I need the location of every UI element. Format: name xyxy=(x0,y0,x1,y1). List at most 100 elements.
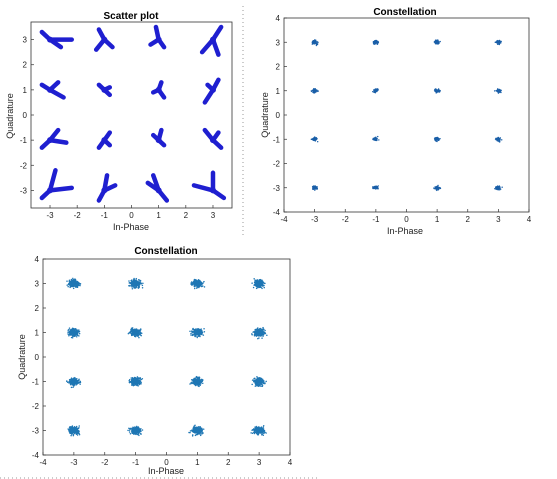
x-tick-label: 3 xyxy=(496,215,501,224)
x-axis-label: In-Phase xyxy=(148,466,184,476)
scatter-point xyxy=(101,36,108,43)
scatter-point xyxy=(196,431,199,434)
scatter-point xyxy=(262,432,264,434)
scatter-point xyxy=(265,432,267,434)
scatter-point xyxy=(312,91,314,93)
scatter-point xyxy=(66,380,68,382)
scatter-point xyxy=(202,334,205,336)
scatter-point xyxy=(256,283,258,285)
scatter-point xyxy=(130,377,132,379)
scatter-point xyxy=(253,431,256,433)
scatter-point xyxy=(130,380,133,383)
scatter-point xyxy=(258,426,260,428)
y-tick-label: 3 xyxy=(23,36,28,45)
scatter-point xyxy=(193,280,196,282)
scatter-point xyxy=(256,279,258,281)
scatter-point xyxy=(127,332,130,335)
scatter-point xyxy=(139,281,141,283)
scatter-point xyxy=(74,330,77,332)
scatter-point xyxy=(438,186,440,189)
scatter-point xyxy=(493,90,496,92)
scatter-point xyxy=(140,283,143,285)
constellation-cluster xyxy=(251,278,266,290)
scatter-point xyxy=(141,429,144,431)
scatter-point xyxy=(315,90,317,92)
scatter-point xyxy=(256,384,259,386)
scatter-point xyxy=(73,285,75,288)
scatter-point xyxy=(439,138,441,140)
scatter-point xyxy=(202,428,205,430)
scatter-point xyxy=(140,428,142,430)
constellation-cluster xyxy=(433,39,441,45)
scatter-point xyxy=(254,381,257,383)
scatter-point xyxy=(75,284,77,286)
constellation-cluster xyxy=(250,425,267,437)
scatter-point xyxy=(75,425,78,428)
scatter-point xyxy=(260,379,263,382)
scatter-point xyxy=(376,43,379,45)
scatter-point xyxy=(253,278,255,280)
scatter-point xyxy=(200,328,203,330)
scatter-point xyxy=(310,90,312,92)
scatter-point xyxy=(136,331,138,334)
scatter-point xyxy=(194,377,197,379)
constellation-cluster xyxy=(189,327,206,339)
scatter-point xyxy=(263,284,265,287)
scatter-point xyxy=(250,432,252,434)
scatter-point xyxy=(68,378,71,381)
y-tick-label: 4 xyxy=(276,14,281,23)
scatter-point xyxy=(209,36,216,43)
constellation-cluster xyxy=(96,130,113,150)
scatter-point xyxy=(314,138,316,140)
scatter-point xyxy=(134,281,136,283)
constellation-cluster xyxy=(39,168,74,201)
scatter-point xyxy=(436,41,438,43)
scatter-point xyxy=(76,286,79,289)
scatter-point xyxy=(375,40,378,42)
y-tick-label: -4 xyxy=(32,451,40,460)
scatter-point xyxy=(70,434,72,437)
scatter-point xyxy=(191,429,194,432)
scatter-point xyxy=(140,334,142,337)
scatter-point xyxy=(255,287,258,290)
scatter-point xyxy=(75,328,77,331)
scatter-point xyxy=(135,277,138,280)
scatter-point xyxy=(69,383,72,386)
scatter-point xyxy=(257,332,260,334)
scatter-point xyxy=(71,336,74,339)
scatter-point xyxy=(75,431,77,433)
scatter-point xyxy=(73,283,75,286)
y-tick-label: 4 xyxy=(35,255,40,264)
scatter-point xyxy=(257,330,259,332)
constellation-cluster xyxy=(251,326,268,340)
scatter-point xyxy=(69,286,71,289)
scatter-point xyxy=(136,384,138,387)
scatter-point xyxy=(315,41,318,43)
scatter-point xyxy=(76,285,79,287)
scatter-point xyxy=(138,286,140,289)
scatter-point xyxy=(78,425,80,427)
scatter-point xyxy=(72,430,74,433)
scatter-point xyxy=(47,137,54,144)
scatter-point xyxy=(256,376,258,378)
constellation-cluster xyxy=(96,82,113,98)
scatter-point xyxy=(193,285,196,288)
constellation-cluster xyxy=(433,136,441,143)
y-tick-label: 3 xyxy=(35,280,40,289)
scatter-point xyxy=(196,281,199,284)
scatter-point xyxy=(130,384,133,386)
scatter-point xyxy=(71,426,73,428)
x-axis-ticks: -4 -3 -2 -1 0 1 2 3 4 xyxy=(39,452,293,467)
scatter-point xyxy=(130,283,133,285)
scatter-point xyxy=(133,376,136,379)
scatter-point xyxy=(189,431,191,434)
scatter-point xyxy=(198,284,201,286)
scatter-point xyxy=(47,36,54,43)
y-tick-label: -2 xyxy=(20,161,28,170)
scatter-point xyxy=(78,378,80,380)
scatter-point xyxy=(193,287,196,290)
scatter-point xyxy=(194,428,196,430)
scatter-point xyxy=(69,332,71,334)
scatter-point xyxy=(75,280,77,283)
constellation-cluster xyxy=(371,185,379,190)
